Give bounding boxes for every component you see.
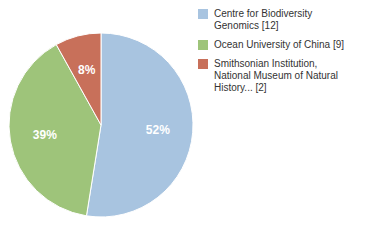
html-text:Centre for Biodiversity Genomi: Centre for Biodiversity Genomics [12] [214, 8, 313, 31]
html-text:Smithsonian Institution, Natio: Smithsonian Institution, National Museum… [214, 58, 338, 93]
svg-text:8%: 8% [78, 63, 96, 77]
svg-text:52%: 52% [146, 123, 170, 137]
html-text:Ocean University of China [9]: Ocean University of China [9] [214, 39, 345, 50]
svg-text:39%: 39% [33, 128, 57, 142]
